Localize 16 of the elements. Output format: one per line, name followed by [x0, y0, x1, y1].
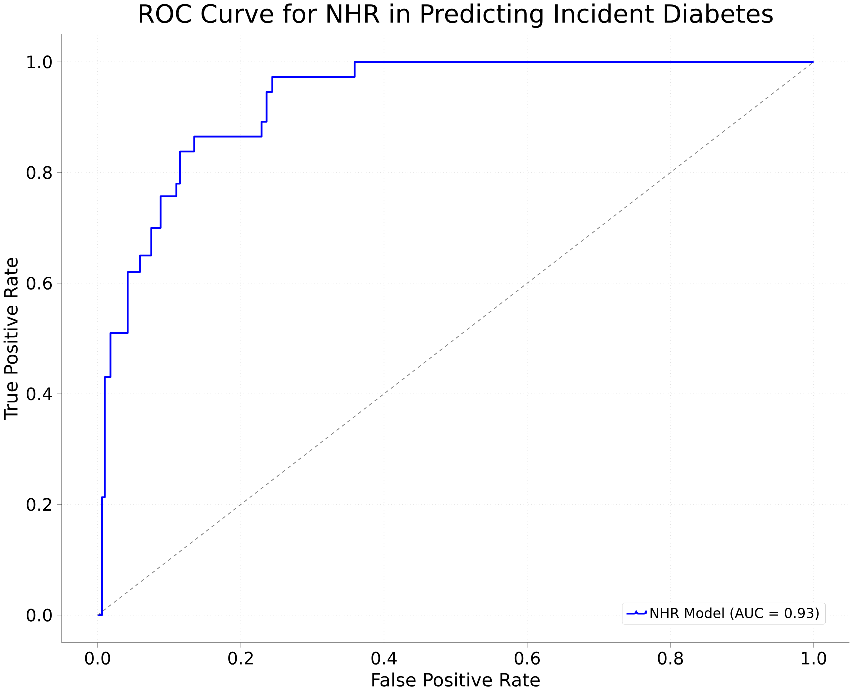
y-tick-label: 1.0 [28, 56, 52, 69]
y-axis-title: True Positive Rate [4, 258, 18, 420]
x-tick-label: 1.0 [802, 652, 826, 666]
x-axis-title: False Positive Rate [372, 672, 540, 688]
y-tick-label: 0.8 [26, 166, 52, 180]
x-tick-label: 0.4 [372, 652, 397, 666]
y-tick-label: 0.6 [26, 277, 52, 290]
x-tick-label: 0.2 [228, 652, 253, 666]
chart-title: ROC Curve for NHR in Predicting Incident Diabetes [140, 4, 773, 28]
x-tick-label: 0.8 [658, 652, 684, 666]
y-tick-label: 0.4 [26, 388, 52, 401]
x-tick-label: 0.0 [85, 652, 110, 666]
x-tick-label: 0.6 [514, 652, 540, 666]
y-tick-label: 0.0 [26, 608, 52, 622]
legend-label: NHR Model (AUC = 0.93) [650, 608, 819, 620]
y-tick-label: 0.2 [26, 498, 52, 512]
